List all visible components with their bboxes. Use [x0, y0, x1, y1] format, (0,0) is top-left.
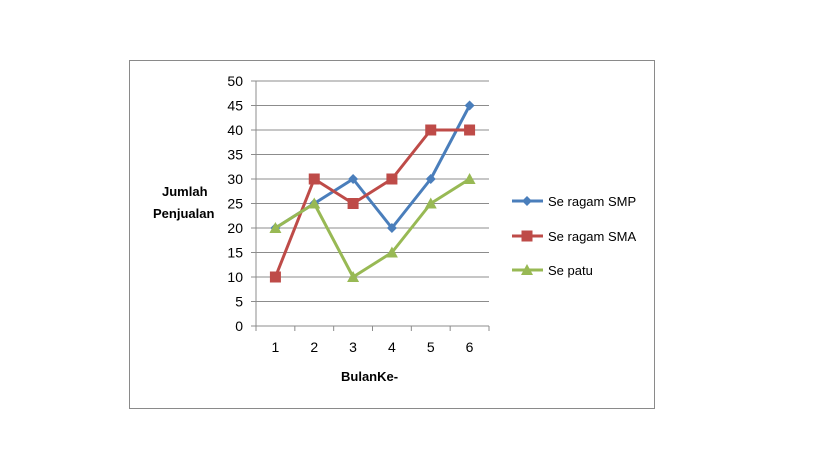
- data-point: [347, 271, 360, 282]
- y-tick-label: 5: [235, 294, 243, 310]
- data-point: [463, 173, 476, 184]
- y-tick-label: 25: [227, 196, 243, 212]
- legend-marker: [522, 196, 532, 206]
- legend-label: Se patu: [548, 263, 593, 278]
- grid-lines: [256, 80, 489, 302]
- y-tick-label: 35: [227, 147, 243, 163]
- data-point: [308, 173, 320, 185]
- x-tick-label: 3: [349, 339, 357, 355]
- legend-item-3: Se patu: [512, 263, 593, 278]
- data-point: [424, 197, 437, 209]
- x-tick-label: 1: [272, 339, 280, 355]
- y-tick-label: 40: [227, 122, 243, 138]
- data-point: [464, 100, 475, 111]
- series-3: [269, 173, 476, 282]
- data-point: [386, 223, 397, 233]
- legend-item-1: Se ragam SMP: [512, 194, 636, 209]
- x-tick-label: 5: [427, 339, 435, 355]
- y-tick-label: 50: [227, 73, 243, 89]
- x-tick-label: 2: [310, 339, 318, 355]
- y-tick-label: 30: [227, 171, 243, 187]
- y-tick-label: 0: [235, 318, 243, 334]
- series-line: [274, 128, 470, 278]
- x-tick-label: 4: [388, 339, 396, 355]
- y-tick-label: 45: [227, 98, 243, 114]
- data-point: [425, 174, 436, 184]
- data-point: [385, 246, 398, 258]
- legend-label: Se ragam SMP: [548, 194, 636, 209]
- chart-frame: [129, 60, 655, 409]
- series-line: [274, 177, 471, 279]
- y-tick-labels: 0 5 10 15 20 25 30 35 40 45 50: [227, 73, 243, 334]
- series-2: [269, 124, 476, 283]
- y-tick-label: 10: [227, 269, 243, 285]
- data-point: [348, 174, 359, 184]
- data-point: [269, 271, 281, 283]
- legend: Se ragam SMP Se ragam SMA Se patu: [512, 194, 636, 278]
- legend-label: Se ragam SMA: [548, 229, 636, 244]
- legend-marker: [521, 230, 533, 242]
- legend-item-2: Se ragam SMA: [512, 229, 636, 244]
- y-axis-title-line-2: Penjualan: [153, 206, 214, 221]
- data-point: [347, 198, 359, 209]
- data-point: [386, 173, 398, 185]
- data-point: [425, 124, 437, 136]
- x-tick-label: 6: [466, 339, 474, 355]
- data-point: [464, 124, 476, 136]
- x-axis-title: BulanKe-: [341, 369, 398, 384]
- y-axis-title-line-1: Jumlah: [162, 184, 208, 199]
- y-tick-label: 15: [227, 245, 243, 261]
- legend-marker: [521, 264, 533, 275]
- y-tick-label: 20: [227, 220, 243, 236]
- axes: [251, 80, 490, 331]
- data-point: [269, 222, 282, 233]
- x-tick-labels: 1 2 3 4 5 6: [272, 339, 474, 355]
- data-point: [308, 197, 321, 209]
- series-lines: [269, 100, 476, 283]
